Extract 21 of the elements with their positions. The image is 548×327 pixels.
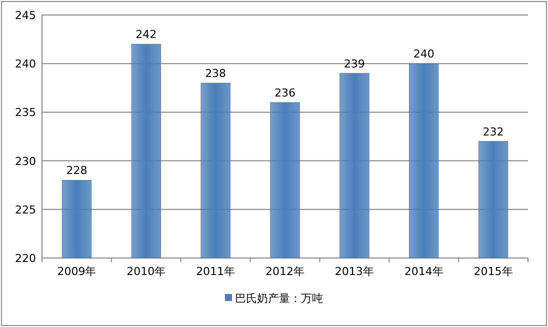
x-tick-label: 2014年 — [404, 265, 444, 278]
y-tick-label: 235 — [15, 106, 36, 120]
data-label: 228 — [66, 164, 88, 178]
x-tick-label: 2013年 — [334, 265, 374, 278]
y-tick-label: 245 — [15, 9, 36, 22]
x-tick-label: 2010年 — [126, 265, 166, 278]
y-tick-label: 240 — [15, 58, 36, 71]
data-label: 236 — [274, 86, 296, 100]
x-tick-label: 2009年 — [57, 265, 96, 278]
data-label: 242 — [136, 28, 157, 42]
y-tick-label: 220 — [15, 252, 36, 265]
legend-label: 巴氏奶产量：万吨 — [235, 292, 323, 305]
data-label: 238 — [205, 67, 226, 80]
y-tick-label: 230 — [15, 154, 36, 168]
data-label: 240 — [413, 48, 434, 61]
data-label: 232 — [482, 125, 504, 138]
x-tick-label: 2015年 — [474, 265, 513, 278]
data-label: 239 — [344, 57, 365, 70]
x-tick-label: 2011年 — [196, 265, 236, 278]
x-tick-label: 2012年 — [266, 265, 304, 278]
y-tick-label: 225 — [15, 203, 36, 216]
